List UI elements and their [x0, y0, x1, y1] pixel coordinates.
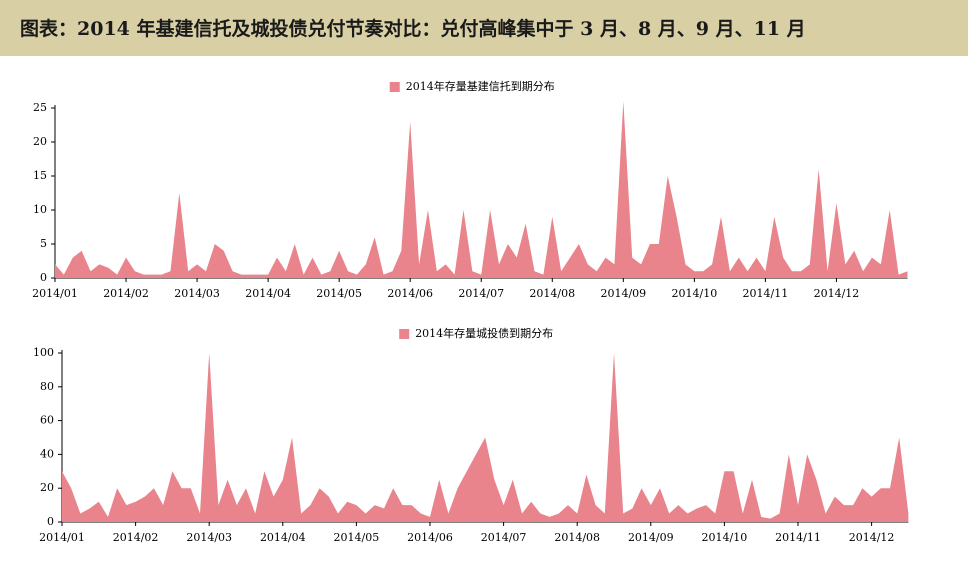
- legend-swatch: [399, 329, 410, 339]
- x-tick-label: 2014/05: [316, 287, 362, 300]
- x-tick-label: 2014/09: [600, 287, 646, 300]
- y-tick-label: 0: [40, 271, 47, 284]
- y-tick-label: 80: [40, 380, 54, 393]
- x-tick-label: 2014/07: [458, 287, 504, 300]
- x-tick-label: 2014/10: [672, 287, 718, 300]
- x-tick-label: 2014/01: [32, 287, 78, 300]
- x-tick-label: 2014/02: [103, 287, 149, 300]
- x-tick-label: 2014/11: [743, 287, 789, 300]
- x-tick-label: 2014/12: [814, 287, 860, 300]
- legend-label: 2014年存量城投债到期分布: [415, 326, 553, 340]
- y-tick-label: 5: [40, 237, 47, 250]
- area: [55, 101, 908, 278]
- x-tick-label: 2014/10: [702, 531, 748, 544]
- x-tick-label: 2014/04: [260, 531, 306, 544]
- y-tick-label: 20: [33, 135, 47, 148]
- x-tick-label: 2014/08: [529, 287, 575, 300]
- y-tick-label: 20: [40, 481, 54, 494]
- y-tick-label: 10: [33, 203, 47, 216]
- x-tick-label: 2014/08: [554, 531, 600, 544]
- y-tick-label: 100: [33, 346, 54, 359]
- x-tick-label: 2014/06: [387, 287, 433, 300]
- x-tick-label: 2014/03: [186, 531, 232, 544]
- x-tick-label: 2014/06: [407, 531, 453, 544]
- x-tick-label: 2014/02: [113, 531, 159, 544]
- x-tick-label: 2014/11: [775, 531, 821, 544]
- x-tick-label: 2014/12: [849, 531, 895, 544]
- header-band: [0, 0, 968, 56]
- y-tick-label: 60: [40, 414, 54, 427]
- x-tick-label: 2014/03: [174, 287, 220, 300]
- legend-swatch: [389, 82, 400, 92]
- legend-label: 2014年存量基建信托到期分布: [406, 79, 555, 93]
- y-tick-label: 0: [47, 515, 54, 528]
- x-tick-label: 2014/05: [334, 531, 380, 544]
- header-title: 图表：2014 年基建信托及城投债兑付节奏对比：兑付高峰集中于 3 月、8 月、…: [20, 17, 806, 40]
- y-tick-label: 15: [33, 169, 47, 182]
- x-tick-label: 2014/09: [628, 531, 674, 544]
- y-tick-label: 40: [40, 447, 54, 460]
- y-tick-label: 25: [33, 101, 47, 114]
- x-tick-label: 2014/07: [481, 531, 527, 544]
- x-tick-label: 2014/01: [39, 531, 85, 544]
- area: [62, 353, 909, 522]
- x-tick-label: 2014/04: [245, 287, 291, 300]
